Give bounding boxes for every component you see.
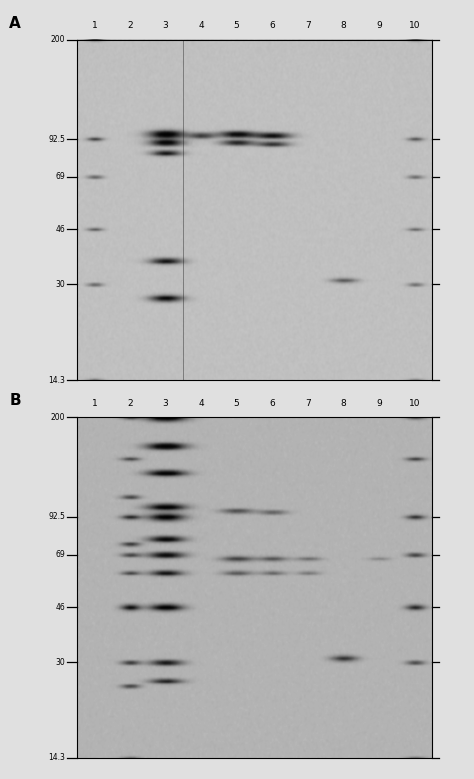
Text: 200: 200 <box>51 35 65 44</box>
Text: 9: 9 <box>376 399 382 408</box>
Text: 30: 30 <box>55 657 65 667</box>
Text: 92.5: 92.5 <box>48 513 65 521</box>
Text: 1: 1 <box>91 399 97 408</box>
Text: 92.5: 92.5 <box>48 135 65 143</box>
Text: 5: 5 <box>234 399 239 408</box>
Text: 46: 46 <box>55 225 65 234</box>
Text: 7: 7 <box>305 21 310 30</box>
Text: 10: 10 <box>409 399 420 408</box>
Text: 4: 4 <box>198 399 204 408</box>
Text: 2: 2 <box>127 399 133 408</box>
Text: 10: 10 <box>409 21 420 30</box>
Bar <box>77 418 432 758</box>
Text: 14.3: 14.3 <box>48 375 65 385</box>
Text: 1: 1 <box>91 21 97 30</box>
Bar <box>77 40 432 380</box>
Text: 46: 46 <box>55 603 65 612</box>
Text: 4: 4 <box>198 21 204 30</box>
Text: B: B <box>9 393 21 408</box>
Text: 3: 3 <box>163 399 168 408</box>
Text: A: A <box>9 16 21 30</box>
Text: 9: 9 <box>376 21 382 30</box>
Text: 3: 3 <box>163 21 168 30</box>
Text: 7: 7 <box>305 399 310 408</box>
Text: 8: 8 <box>340 399 346 408</box>
Text: 5: 5 <box>234 21 239 30</box>
Text: 30: 30 <box>55 280 65 289</box>
Text: 6: 6 <box>269 21 275 30</box>
Text: 6: 6 <box>269 399 275 408</box>
Text: 69: 69 <box>55 550 65 559</box>
Text: 200: 200 <box>51 413 65 422</box>
Text: 2: 2 <box>127 21 133 30</box>
Text: 8: 8 <box>340 21 346 30</box>
Text: 69: 69 <box>55 172 65 182</box>
Text: 14.3: 14.3 <box>48 753 65 763</box>
